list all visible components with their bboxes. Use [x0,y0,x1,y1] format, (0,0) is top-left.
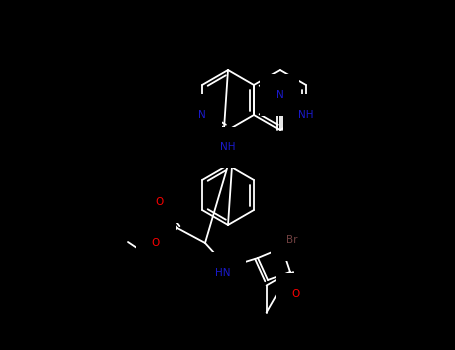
Text: N: N [198,110,206,120]
Text: HN: HN [215,268,231,278]
Text: O: O [155,197,163,207]
Text: Br: Br [286,235,298,245]
Text: O: O [152,238,160,248]
Text: NH: NH [220,142,236,153]
Text: O: O [292,289,300,299]
Text: NH: NH [298,110,313,120]
Text: N: N [276,90,284,100]
